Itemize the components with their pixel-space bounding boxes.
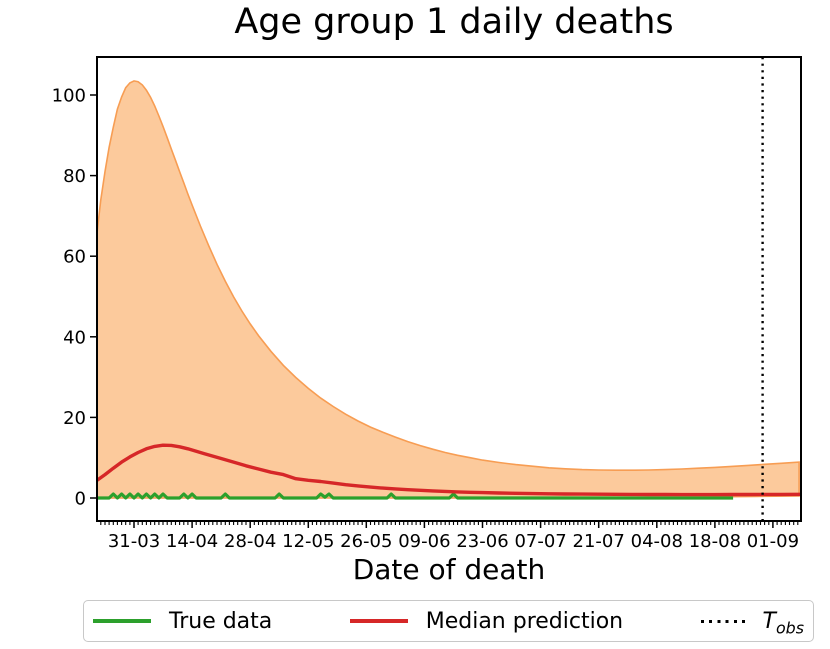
x-axis-tick-label: 23-06 — [456, 531, 508, 552]
x-axis-tick-label: 28-04 — [224, 531, 276, 552]
y-axis-tick-label: 0 — [75, 489, 86, 510]
legend-label-median-prediction: Median prediction — [425, 608, 624, 634]
true-data-line — [97, 492, 734, 500]
x-axis-tick-label: 31-03 — [108, 531, 160, 552]
median-prediction-line — [96, 443, 802, 497]
y-axis-tick-label: 80 — [63, 166, 86, 187]
x-axis-tick-label: 26-05 — [340, 531, 392, 552]
true-data-line-swatch — [93, 619, 151, 623]
legend-label-true-data: True data — [169, 608, 273, 634]
y-axis-tick-label: 20 — [63, 408, 86, 429]
chart-title: Age group 1 daily deaths — [234, 2, 674, 42]
x-axis-tick-label: 18-08 — [689, 531, 741, 552]
x-axis-tick-label: 14-04 — [166, 531, 218, 552]
y-axis-tick-label: 100 — [52, 86, 86, 107]
confidence-band — [97, 80, 800, 499]
legend-item-true-data: True data — [93, 609, 272, 634]
x-axis-tick-label: 09-06 — [398, 531, 450, 552]
x-axis-tick-label: 01-09 — [747, 531, 799, 552]
legend-item-t-obs: Tobs — [700, 608, 804, 637]
median-prediction-line-swatch — [349, 619, 408, 623]
x-axis-tick-label: 21-07 — [573, 531, 625, 552]
x-axis-tick-label: 07-07 — [514, 531, 566, 552]
x-axis-tick-label: 04-08 — [631, 531, 683, 552]
legend: True data Median prediction Tobs — [83, 600, 814, 642]
x-axis-tick-label: 12-05 — [282, 531, 334, 552]
legend-label-t-obs: Tobs — [762, 608, 804, 637]
confidence-band-edge — [96, 80, 800, 499]
t-obs-dotted-line-swatch — [700, 619, 747, 623]
legend-item-median-prediction: Median prediction — [349, 608, 624, 634]
y-axis-tick-label: 60 — [63, 247, 86, 268]
y-axis-tick-label: 40 — [63, 327, 86, 348]
x-axis-label: Date of death — [352, 553, 546, 586]
